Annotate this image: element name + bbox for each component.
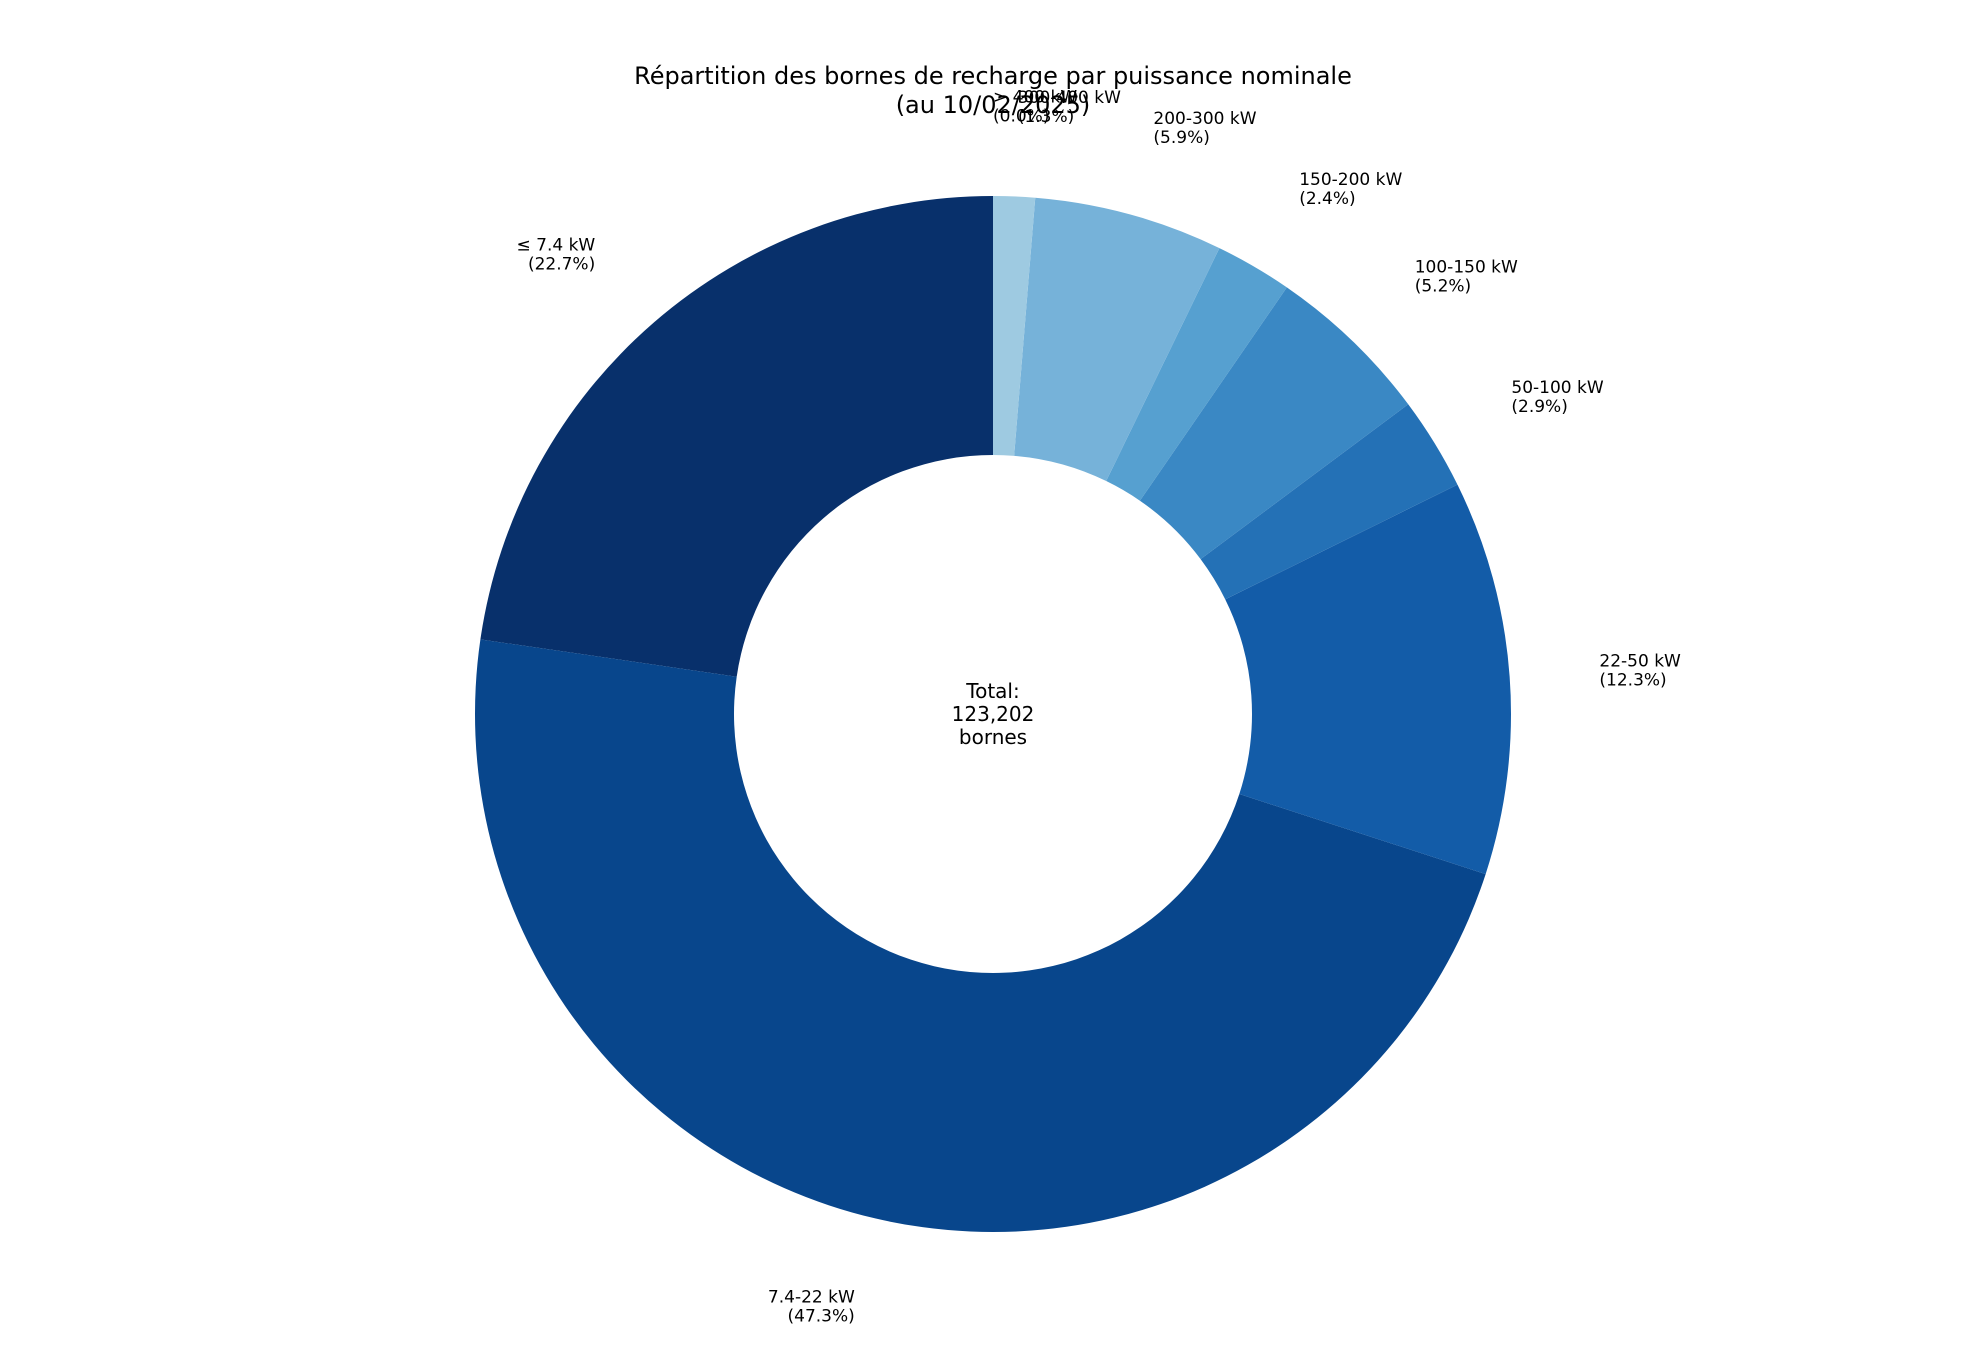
slice-7-4-kw [480,196,994,677]
center-label-line-3: bornes [959,725,1027,749]
donut-slices [475,196,1511,1232]
chart-title: Répartition des bornes de recharge par p… [634,62,1352,119]
chart-title-line-1: Répartition des bornes de recharge par p… [634,62,1352,90]
slice-label-7-4-22-kw: 7.4-22 kW [768,1288,855,1308]
slice-label-150-200-kw: 150-200 kW [1299,170,1402,190]
slice-label-300-400-kw: 300-400 kW [1018,88,1121,108]
slice-label-100-150-kw: 100-150 kW [1415,258,1518,278]
center-label-line-2: 123,202 [952,702,1035,726]
slice-percent-7-4-kw: (22.7%) [528,255,595,275]
slice-label-22-50-kw: 22-50 kW [1599,652,1681,672]
chart-title-line-2: (au 10/02/2025) [896,91,1091,119]
slice-7-4-22-kw [475,639,1486,1232]
slice-label-50-100-kw: 50-100 kW [1511,378,1603,398]
slice-percent-100-150-kw: (5.2%) [1415,277,1471,297]
slice-labels: > 400 kW(0.0%) ≤ 7.4 kW(22.7%) 7.4-22 kW(4… [516,88,1681,1327]
slice-percent-200-300-kw: (5.9%) [1153,128,1209,148]
slice-100-150-kw [1139,287,1409,560]
slice-label-400-kw: > 400 kW [993,88,1077,108]
slice-label-200-300-kw: 200-300 kW [1153,109,1256,129]
slice-percent-300-400-kw: (1.3%) [1018,107,1074,127]
slice-label-7-4-kw: ≤ 7.4 kW [516,236,595,256]
slice-percent-22-50-kw: (12.3%) [1599,671,1666,691]
center-label-line-1: Total: [965,679,1019,703]
slice-percent-7-4-22-kw: (47.3%) [788,1307,855,1327]
slice-percent-400-kw: (0.0%) [993,107,1049,127]
slice-200-300-kw [1014,197,1220,482]
slice-percent-150-200-kw: (2.4%) [1299,189,1355,209]
slice-22-50-kw [1225,484,1511,875]
slice-150-200-kw [1106,248,1287,501]
slice-percent-50-100-kw: (2.9%) [1511,397,1567,417]
slice-50-100-kw [1200,404,1458,600]
slice-300-400-kw [993,196,1036,456]
